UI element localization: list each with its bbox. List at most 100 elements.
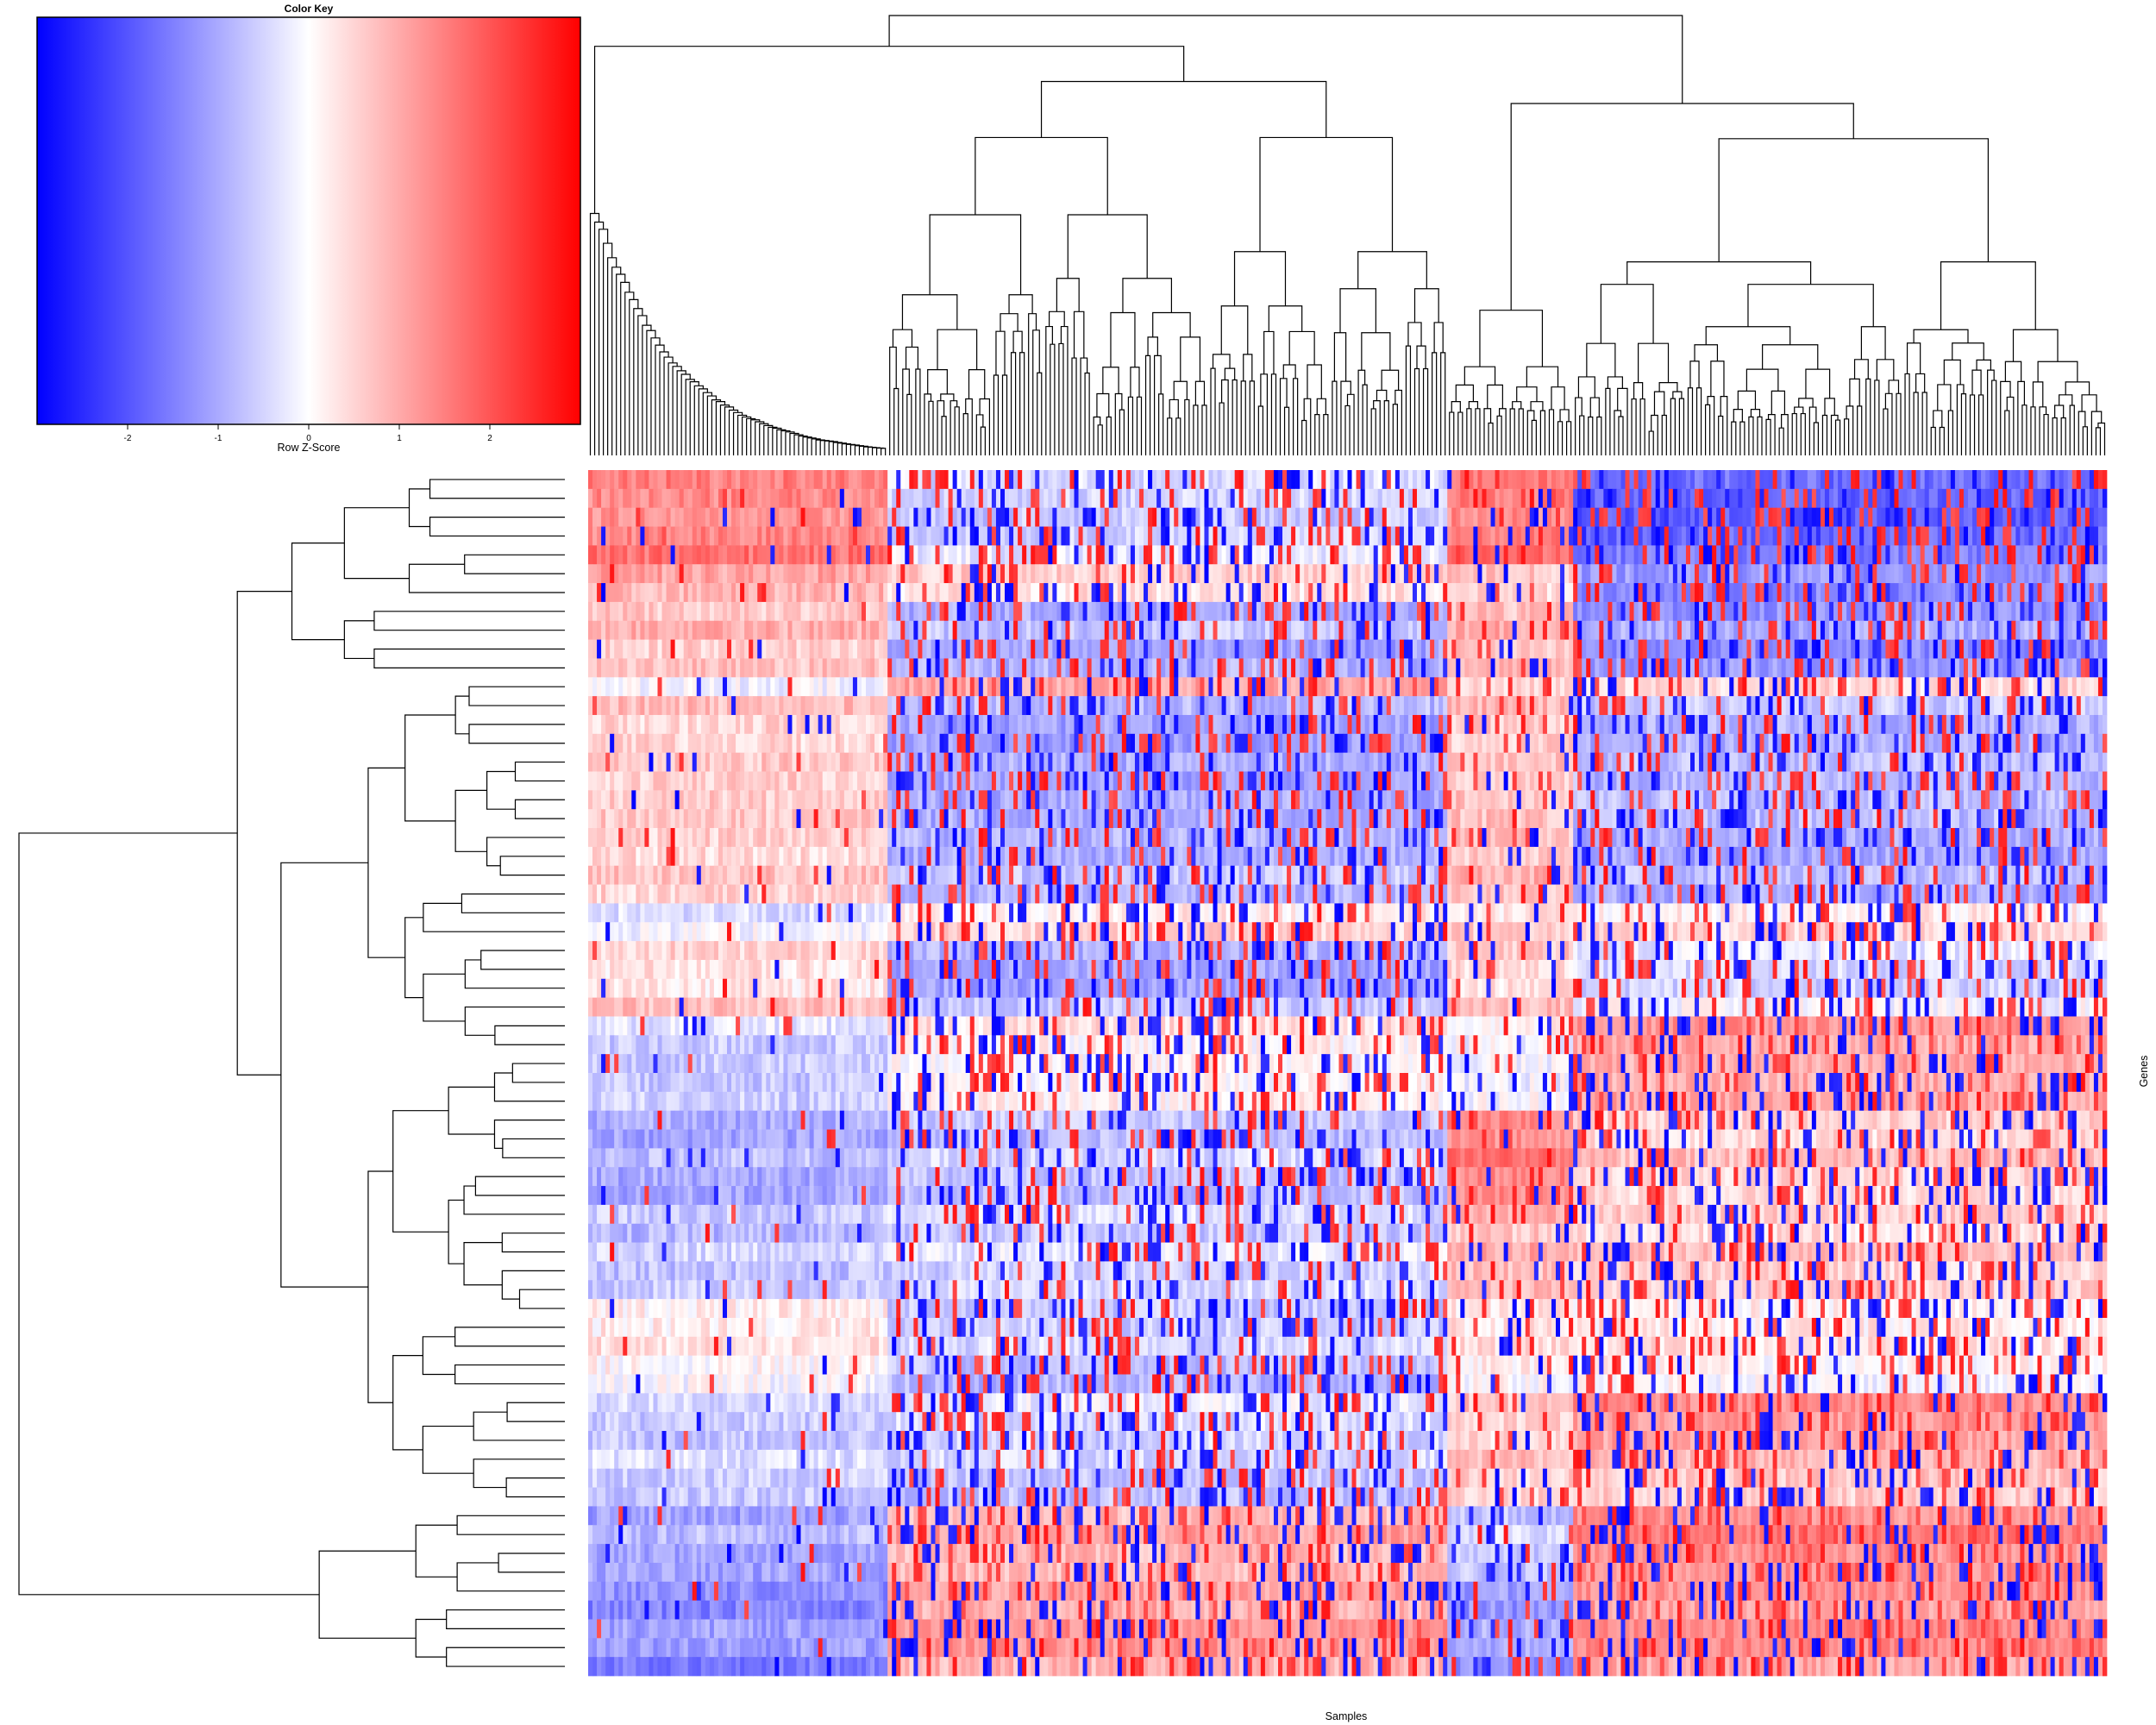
- heatmap-cell: [1269, 488, 1275, 509]
- heatmap-cell: [982, 601, 988, 622]
- heatmap-cell: [1941, 620, 1947, 640]
- heatmap-cell: [1577, 564, 1583, 584]
- dendrogram-branch: [906, 393, 912, 455]
- heatmap-cell: [1121, 564, 1127, 584]
- heatmap-cell: [705, 526, 711, 546]
- heatmap-cell: [644, 677, 649, 697]
- column-dendrogram: [589, 15, 2106, 455]
- heatmap-cell: [1056, 601, 1062, 622]
- heatmap-cell: [995, 583, 1001, 603]
- heatmap-cell: [874, 583, 880, 603]
- heatmap-cell: [961, 470, 967, 490]
- heatmap-cell: [1078, 696, 1083, 716]
- heatmap-cell: [1616, 545, 1621, 565]
- heatmap-cell: [1815, 677, 1821, 697]
- heatmap-cell: [1507, 470, 1514, 490]
- heatmap-cell: [887, 583, 893, 603]
- heatmap-cell: [1213, 507, 1218, 527]
- heatmap-cell: [835, 677, 841, 697]
- dendrogram-branch: [1449, 411, 1455, 455]
- heatmap-cell: [943, 658, 949, 678]
- heatmap-cell: [696, 488, 702, 509]
- heatmap-cell: [1959, 583, 1965, 603]
- heatmap-cell: [1564, 583, 1570, 603]
- heatmap-cell: [1729, 545, 1734, 565]
- heatmap-cell: [1195, 488, 1200, 509]
- heatmap-cell: [1890, 526, 1895, 546]
- heatmap-cell: [1807, 488, 1813, 509]
- dendrogram-branch: [1193, 405, 1199, 455]
- heatmap-cell: [1174, 677, 1179, 697]
- heatmap-cell: [839, 470, 845, 490]
- heatmap-cell: [2076, 564, 2082, 584]
- heatmap-cell: [740, 696, 745, 716]
- heatmap-cell: [1560, 488, 1565, 509]
- heatmap-cell: [1330, 658, 1335, 678]
- heatmap-cell: [588, 526, 593, 546]
- heatmap-cell: [1208, 545, 1213, 565]
- heatmap-cell: [2084, 470, 2090, 490]
- heatmap-cell: [1108, 639, 1114, 659]
- heatmap-cell: [1200, 470, 1205, 490]
- heatmap-cell: [1260, 470, 1266, 490]
- heatmap-cell: [1018, 658, 1023, 678]
- heatmap-cell: [1898, 564, 1903, 584]
- heatmap-cell: [931, 601, 936, 622]
- heatmap-cell: [1872, 639, 1877, 659]
- heatmap-cell: [1967, 620, 1973, 640]
- heatmap-cell: [1486, 639, 1491, 659]
- heatmap-cell: [592, 564, 598, 584]
- heatmap-cell: [848, 658, 854, 678]
- heatmap-cell: [2076, 488, 2082, 509]
- heatmap-cell: [1768, 507, 1773, 527]
- heatmap-cell: [1777, 545, 1782, 565]
- heatmap-cell: [757, 507, 762, 527]
- heatmap-cell: [1738, 696, 1743, 716]
- heatmap-cell: [1395, 639, 1401, 659]
- heatmap-cell: [835, 526, 841, 546]
- heatmap-cell: [1708, 507, 1713, 527]
- heatmap-cell: [1022, 658, 1027, 678]
- heatmap-cell: [1651, 583, 1657, 603]
- heatmap-cell: [939, 526, 944, 546]
- heatmap-cell: [1225, 696, 1231, 716]
- heatmap-cell: [892, 696, 897, 716]
- heatmap-cell: [1121, 677, 1127, 697]
- heatmap-cell: [1699, 564, 1704, 584]
- heatmap-cell: [1972, 677, 1977, 697]
- heatmap-cell: [1920, 639, 1926, 659]
- heatmap-cell: [1725, 601, 1730, 622]
- heatmap-cell: [692, 696, 698, 716]
- heatmap-cell: [1651, 658, 1657, 678]
- heatmap-cell: [614, 677, 619, 697]
- heatmap-cell: [909, 601, 914, 622]
- heatmap-cell: [905, 658, 910, 678]
- heatmap-cell: [649, 583, 654, 603]
- heatmap-cell: [852, 658, 858, 678]
- heatmap-cell: [1746, 601, 1752, 622]
- heatmap-cell: [1751, 507, 1756, 527]
- heatmap-cell: [1616, 639, 1621, 659]
- heatmap-cell: [2102, 601, 2108, 622]
- heatmap-cell: [1100, 583, 1106, 603]
- heatmap-cell: [1273, 601, 1279, 622]
- heatmap-cell: [1590, 545, 1595, 565]
- heatmap-cell: [679, 470, 685, 490]
- heatmap-cell: [866, 696, 871, 716]
- heatmap-cell: [1764, 526, 1769, 546]
- heatmap-cell: [1395, 507, 1401, 527]
- heatmap-cell: [1039, 658, 1044, 678]
- heatmap-cell: [2067, 507, 2073, 527]
- heatmap-cell: [856, 526, 862, 546]
- heatmap-cell: [991, 583, 997, 603]
- heatmap-cell: [1963, 620, 1969, 640]
- heatmap-cell: [783, 639, 788, 659]
- heatmap-cell: [1447, 583, 1452, 603]
- heatmap-cell: [987, 507, 993, 527]
- heatmap-cell: [657, 620, 662, 640]
- heatmap-cell: [1069, 488, 1075, 509]
- heatmap-cell: [1095, 583, 1101, 603]
- heatmap-cell: [1603, 677, 1608, 697]
- heatmap-cell: [1217, 658, 1222, 678]
- heatmap-cell: [1039, 470, 1044, 490]
